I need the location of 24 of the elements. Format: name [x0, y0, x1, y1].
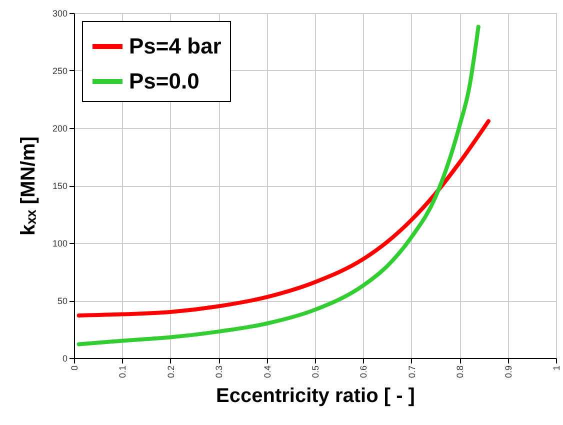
legend-label: Ps=4 bar — [129, 34, 222, 58]
x-tick-label: 0.3 — [214, 366, 224, 378]
x-tick-label: 0.2 — [166, 366, 176, 378]
y-tick-label: 250 — [52, 66, 68, 76]
y-tick-label: 300 — [52, 8, 68, 18]
y-tick-label: 100 — [52, 238, 68, 248]
y-tick-label: 0 — [62, 354, 68, 364]
y-axis-title: kₓₓ [MN/m] — [17, 136, 40, 236]
y-tick-label: 150 — [52, 181, 68, 191]
y-tick-label: 200 — [52, 124, 68, 134]
x-tick-label: 0.9 — [503, 366, 514, 378]
line-series — [76, 24, 480, 346]
x-tick-label: 0.4 — [262, 366, 272, 378]
x-tick-label: 1 — [552, 366, 562, 371]
x-axis-title: Eccentricity ratio [ - ] — [216, 385, 415, 408]
x-tick-label: 0.1 — [118, 366, 128, 378]
y-tick-label: 50 — [57, 296, 68, 306]
x-tick-label: 0.7 — [406, 366, 417, 378]
x-tick-label: 0.6 — [358, 366, 369, 378]
line-series — [76, 119, 491, 318]
x-tick-label: 0 — [70, 366, 80, 371]
x-tick-label: 0.8 — [455, 366, 466, 378]
legend-label: Ps=0.0 — [129, 68, 200, 94]
x-tick-label: 0.5 — [310, 366, 320, 378]
